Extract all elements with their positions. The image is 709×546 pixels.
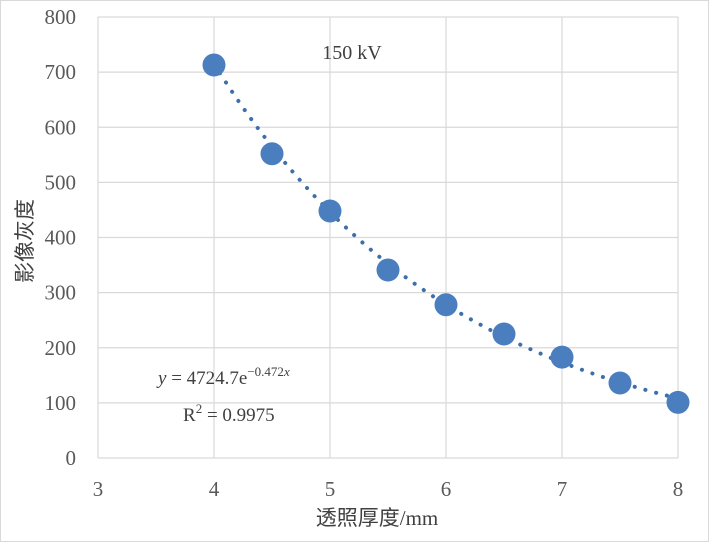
trend-equation: y = 4724.7e−0.472x <box>156 364 290 389</box>
y-tick-label: 500 <box>45 170 77 194</box>
y-tick-label: 600 <box>45 115 77 139</box>
data-points <box>202 53 690 414</box>
data-point <box>202 53 226 77</box>
y-tick-label: 200 <box>45 336 77 360</box>
r-squared-label: R2 = 0.9975 <box>183 401 275 426</box>
data-point <box>376 258 400 282</box>
x-axis-title: 透照厚度/mm <box>316 506 439 530</box>
x-tick-label: 6 <box>441 477 452 501</box>
equation-y-var: y <box>156 368 167 389</box>
equation-exponent: −0.472 <box>247 364 284 379</box>
trendline <box>212 61 680 401</box>
y-tick-label: 800 <box>45 5 77 29</box>
x-tick-label: 8 <box>673 477 684 501</box>
y-tick-label: 400 <box>45 226 77 250</box>
equation-body: = 4724.7e <box>166 368 247 389</box>
data-point <box>434 293 458 317</box>
grid-lines <box>97 16 679 459</box>
y-tick-label: 100 <box>45 391 77 415</box>
x-tick-label: 7 <box>557 477 568 501</box>
x-tick-labels: 3 4 5 6 7 8 <box>93 477 684 501</box>
x-tick-label: 5 <box>325 477 336 501</box>
r-squared-r: R <box>183 405 196 426</box>
x-tick-label: 3 <box>93 477 104 501</box>
r-squared-power: 2 <box>196 401 203 416</box>
r-squared-value: = 0.9975 <box>202 405 274 426</box>
y-axis-title: 影像灰度 <box>13 199 37 283</box>
x-tick-label: 4 <box>209 477 220 501</box>
y-tick-label: 700 <box>45 60 77 84</box>
data-point <box>666 390 690 414</box>
data-point <box>492 322 516 346</box>
data-point <box>608 371 632 395</box>
y-tick-labels: 0 100 200 300 400 500 600 700 800 <box>45 5 77 470</box>
equation-x-var: x <box>283 364 290 379</box>
data-point <box>550 345 574 369</box>
trendline-curve <box>212 61 680 401</box>
data-point <box>318 199 342 223</box>
y-tick-label: 0 <box>66 446 77 470</box>
y-tick-label: 300 <box>45 281 77 305</box>
chart-annotation: 150 kV <box>322 42 382 64</box>
data-point <box>260 142 284 166</box>
